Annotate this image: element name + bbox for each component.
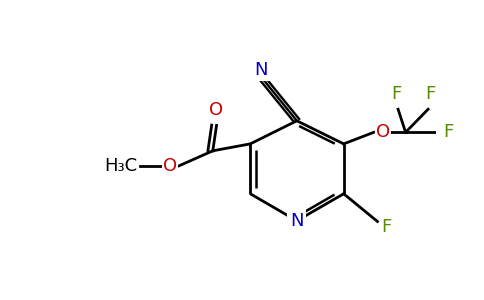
Text: O: O xyxy=(163,157,177,175)
Text: O: O xyxy=(210,101,224,119)
Text: F: F xyxy=(425,85,435,103)
Text: N: N xyxy=(255,61,268,79)
Text: H₃C: H₃C xyxy=(105,157,138,175)
Text: F: F xyxy=(381,218,392,236)
Text: F: F xyxy=(391,85,401,103)
Text: O: O xyxy=(376,123,390,141)
Text: F: F xyxy=(443,123,454,141)
Text: N: N xyxy=(290,212,303,230)
